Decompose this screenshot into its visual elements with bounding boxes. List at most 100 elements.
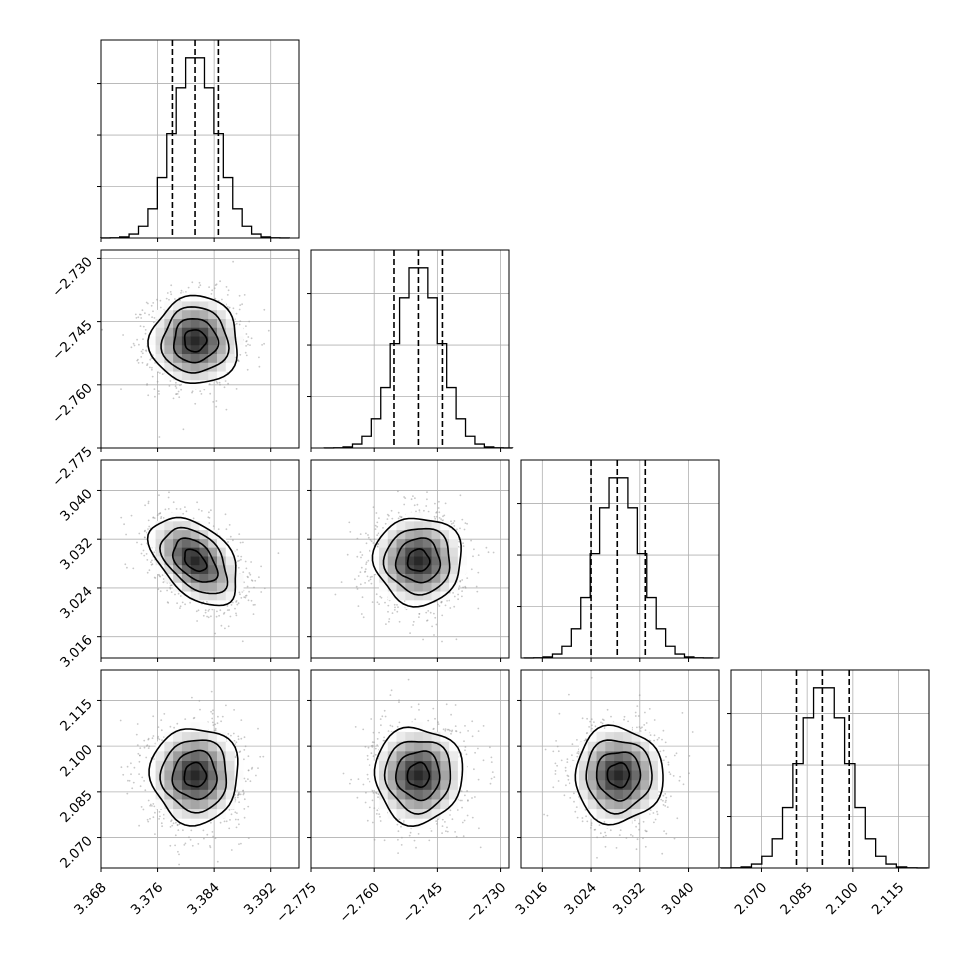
sample-point	[203, 837, 205, 840]
sample-point	[179, 607, 181, 609]
sample-point	[462, 586, 464, 589]
sample-point	[434, 502, 436, 505]
y-tick-label: 3.024	[57, 583, 96, 622]
sample-point	[239, 593, 241, 596]
sample-point	[334, 593, 337, 596]
density-cell	[225, 327, 235, 337]
sample-point	[248, 590, 251, 593]
sample-point	[416, 503, 419, 506]
sample-point	[164, 508, 167, 511]
sample-point	[367, 559, 370, 562]
sample-point	[215, 380, 218, 383]
density-cell	[155, 344, 165, 355]
sample-point	[243, 736, 246, 739]
panel-frame	[310, 249, 510, 449]
sample-point	[235, 600, 238, 602]
sample-point	[261, 344, 263, 346]
sample-point	[171, 824, 174, 827]
sample-point	[146, 384, 148, 386]
sample-point	[158, 393, 160, 395]
sample-point	[219, 383, 221, 386]
sample-point	[179, 595, 182, 597]
sample-point	[206, 600, 208, 603]
sample-point	[385, 623, 387, 625]
sample-point	[175, 508, 178, 510]
density-cell	[190, 318, 200, 328]
sample-point	[397, 606, 399, 609]
sample-point	[151, 737, 154, 740]
density-cell	[164, 538, 174, 548]
sample-point	[243, 749, 246, 751]
sample-point	[214, 723, 217, 726]
density-cell	[414, 600, 424, 610]
sample-point	[437, 603, 439, 606]
sample-point	[462, 542, 464, 545]
y-tick-label: −2.730	[49, 254, 96, 301]
sample-point	[425, 611, 428, 614]
density-cell	[190, 301, 200, 311]
sample-point	[442, 515, 444, 518]
panel-1-0: −2.775−2.760−2.745−2.730	[49, 249, 300, 491]
sample-point	[397, 511, 400, 514]
sample-point	[227, 541, 229, 543]
sample-point	[431, 625, 433, 628]
sample-point	[236, 548, 239, 551]
sample-point	[378, 603, 380, 605]
sample-point	[263, 308, 266, 311]
sample-point	[157, 588, 160, 591]
panel-0-0	[97, 39, 300, 242]
density-cell	[225, 344, 235, 355]
sample-point	[224, 627, 226, 630]
y-tick-label: −2.775	[49, 444, 96, 491]
sample-point	[226, 306, 229, 308]
sample-point	[450, 520, 452, 523]
sample-point	[248, 320, 251, 323]
sample-point	[184, 842, 187, 845]
sample-point	[220, 624, 223, 627]
sample-point	[426, 498, 428, 501]
sample-point	[214, 837, 217, 840]
sample-point	[441, 614, 444, 617]
sample-point	[152, 302, 155, 304]
sample-point	[357, 605, 360, 607]
sample-point	[249, 573, 252, 576]
sample-point	[166, 589, 169, 592]
sample-point	[369, 578, 372, 581]
sample-point	[212, 525, 215, 527]
sample-point	[397, 517, 400, 520]
sample-point	[396, 610, 399, 613]
sample-point	[393, 603, 396, 606]
sample-point	[238, 294, 241, 297]
sample-point	[142, 325, 145, 328]
sample-point	[223, 386, 226, 389]
sample-point	[228, 306, 231, 309]
sample-point	[470, 539, 472, 542]
sample-point	[140, 317, 143, 319]
sample-point	[130, 514, 133, 517]
density-cell	[414, 591, 424, 601]
sample-point	[453, 605, 456, 608]
sample-point	[206, 615, 209, 618]
sample-point	[124, 563, 127, 566]
sample-point	[361, 596, 364, 599]
sample-point	[141, 361, 144, 364]
density-cell	[449, 556, 459, 566]
sample-point	[197, 843, 200, 845]
sample-point	[382, 527, 384, 529]
sample-point	[133, 766, 136, 769]
sample-point	[158, 818, 161, 820]
sample-point	[258, 356, 260, 359]
sample-point	[433, 515, 436, 518]
sample-point	[409, 632, 411, 634]
sample-point	[218, 381, 221, 384]
sample-point	[184, 603, 187, 606]
density-cell	[190, 309, 200, 319]
sample-point	[365, 542, 368, 545]
sample-point	[475, 585, 478, 588]
sample-point	[245, 325, 247, 327]
sample-point	[425, 505, 428, 507]
sample-point	[215, 400, 218, 402]
sample-point	[169, 725, 172, 728]
sample-point	[485, 546, 488, 549]
